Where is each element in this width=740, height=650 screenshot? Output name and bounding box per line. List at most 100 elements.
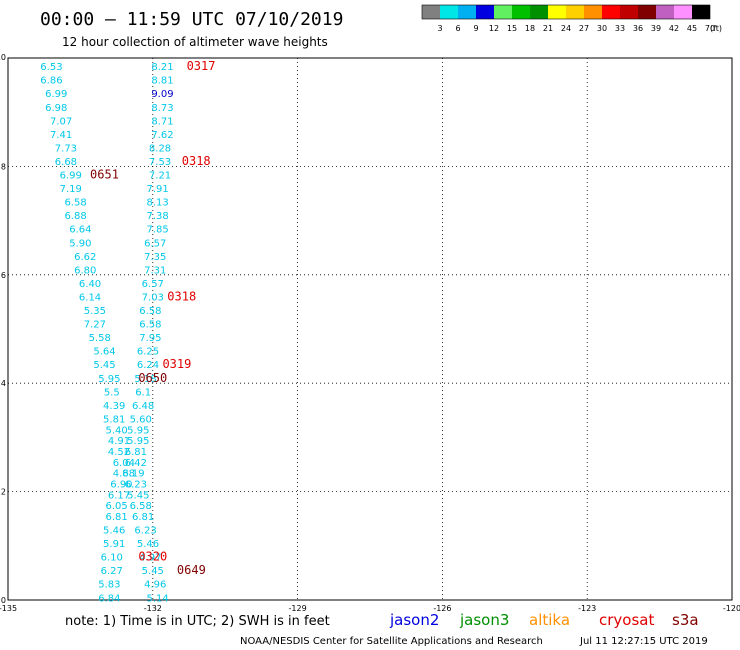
wave-height-value: 6.25 [137,347,159,358]
wave-height-value: 6.58 [139,306,161,317]
colorscale-swatch [440,5,458,19]
pass-time-label: 0651 [90,168,119,182]
wave-height-value: 4.39 [103,401,125,412]
wave-height-value: 5.95 [127,436,149,447]
wave-height-value: 7.21 [149,171,171,182]
colorscale-label: 39 [651,24,661,33]
x-tick-label: -135 [0,604,17,613]
wave-height-value: 8.71 [151,116,173,127]
wave-height-value: 8.21 [151,62,173,73]
wave-height-value: 6.53 [40,62,62,73]
plot-area: -135 -132 -129 -126 -123 -120 0 2 4 6 8 10 6.53 6.86 6… [0,53,740,645]
wave-height-value: 4.52 [108,447,130,458]
wave-height-value: 6.24 [137,360,159,371]
wave-height-value: 5.91 [103,539,125,550]
colorscale-label: 36 [633,24,643,33]
wave-height-value: 7.41 [50,130,72,141]
wave-height-value: 6.04 [113,458,135,469]
wave-height-value: 6.88 [64,211,86,222]
wave-height-value: 6.90 [110,479,132,490]
wave-height-value: 6.14 [79,292,101,303]
wave-height-value: 7.19 [60,184,82,195]
wave-height-value: 7.95 [139,333,161,344]
x-tick-label: -129 [289,604,307,613]
footer-timestamp: Jul 11 12:27:15 UTC 2019 [579,636,708,647]
wave-height-value: 5.60 [130,414,152,425]
wave-height-value: 6.64 [69,225,91,236]
y-tick-label: 6 [1,271,6,280]
footer-note: note: 1) Time is in UTC; 2) SWH is in fe… [65,614,330,629]
satellite-cryosat: cryosat [599,611,654,629]
colorscale-swatch [692,5,710,19]
wave-height-value: 9.09 [151,89,173,100]
wave-height-value: 5.83 [98,580,120,591]
wave-height-value: 6.1 [135,387,151,398]
wave-height-value: 5.90 [69,238,91,249]
satellite-jason2: jason2 [389,611,439,629]
colorscale-swatch [458,5,476,19]
colorscale-label: 45 [687,24,697,33]
colorscale-label: 6 [455,24,460,33]
chart-subtitle: 12 hour collection of altimeter wave hei… [62,35,328,49]
y-tick-label: 8 [1,162,6,171]
colorscale-swatch [530,5,548,19]
wave-height-value: 4.91 [108,436,130,447]
x-tick-label: -123 [578,604,596,613]
colorscale-swatch [422,5,440,19]
wave-height-value: 6.99 [60,171,82,182]
wave-height-value: 7.53 [149,157,171,168]
colorscale-swatch [620,5,638,19]
wave-height-value: 6.86 [40,76,62,87]
wave-height-value: 6.62 [74,252,96,263]
wave-height-value: 4.95 [154,634,176,645]
pass-time-label: 0317 [187,59,216,73]
pass-time-label: 0318 [182,154,211,168]
colorscale-swatch [602,5,620,19]
wave-height-value: 7.35 [144,252,166,263]
wave-height-value: 5.64 [93,347,115,358]
wave-height-value: 6.99 [45,89,67,100]
colorscale-label: 42 [669,24,679,33]
colorscale-swatch [638,5,656,19]
wave-height-value: 6.81 [132,512,154,523]
colorscale-swatch [674,5,692,19]
wave-height-value: 6.68 [55,157,77,168]
wave-height-value: 7.73 [55,143,77,154]
y-tick-label: 0 [1,596,6,605]
wave-height-value: 6.42 [125,458,147,469]
wave-height-value: 6.23 [134,526,156,537]
colorscale-swatch [512,5,530,19]
wave-height-value: 4.88 [113,469,135,480]
wave-height-value: 6.40 [79,279,101,290]
wave-height-value: 6.84 [98,593,120,604]
wave-height-value: 6.27 [101,566,123,577]
wave-height-value: 5.46 [103,526,125,537]
wave-height-value: 5.95 [127,425,149,436]
wave-height-value: 7.27 [84,320,106,331]
wave-height-value: 7.03 [142,292,164,303]
colorscale-swatch [548,5,566,19]
wave-height-value: 6.19 [122,469,144,480]
pass-time-label: 0650 [138,371,167,385]
y-tick-label: 2 [1,488,6,497]
wave-height-value: 6.58 [130,501,152,512]
x-tick-label: -132 [144,604,162,613]
satellite-jason3: jason3 [459,611,509,629]
wave-height-value: 5.5 [104,387,120,398]
colorscale-label: 70 [705,24,715,33]
wave-height-value: 8.28 [149,143,171,154]
wave-height-value: 8.13 [146,198,168,209]
wave-height-value: 6.80 [74,265,96,276]
colorscale-legend: 3 6 9 12 15 18 21 24 27 30 33 36 39 42 45 70(ft) [421,4,722,33]
footer-credit: NOAA/NESDIS Center for Satellite Applica… [240,636,543,647]
colorscale-unit: (ft) [710,24,722,33]
wave-height-value: 7.85 [146,225,168,236]
wave-height-value: 5.58 [89,333,111,344]
wave-height-value: 7.07 [50,116,72,127]
wave-height-value: 7.91 [146,184,168,195]
chart-title: 00:00 – 11:59 UTC 07/10/2019 [40,9,343,30]
wave-height-value: 7.38 [146,211,168,222]
colorscale-swatch [656,5,674,19]
colorscale-label: 27 [579,24,589,33]
pass-time-label: 0319 [162,357,191,371]
